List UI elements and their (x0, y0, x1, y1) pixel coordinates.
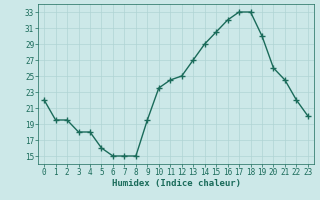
X-axis label: Humidex (Indice chaleur): Humidex (Indice chaleur) (111, 179, 241, 188)
